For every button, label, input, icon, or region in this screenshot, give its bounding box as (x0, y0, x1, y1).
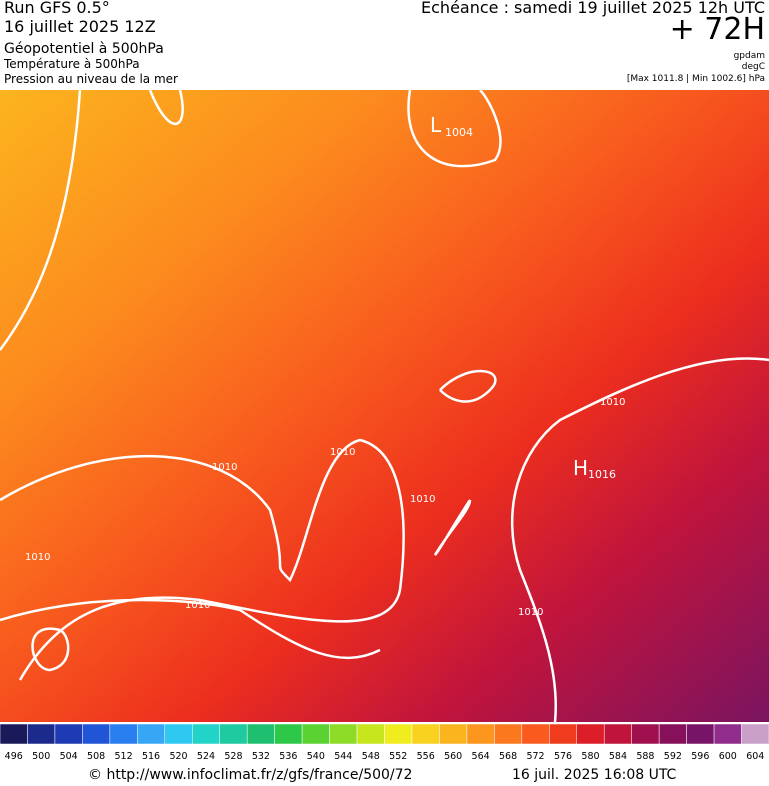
scale-label: 500 (32, 751, 50, 762)
scale-label: 532 (252, 751, 270, 762)
scale-cell (494, 723, 523, 745)
field: Géopotentiel à 500hPa (4, 41, 164, 57)
scale-cell (301, 723, 330, 745)
scale-label: 512 (115, 751, 133, 762)
scale-label: 524 (197, 751, 215, 762)
scale-cell (686, 723, 715, 745)
scale-label: 572 (526, 751, 544, 762)
scale-cell (466, 723, 495, 745)
scale-label: 576 (554, 751, 572, 762)
scale-cell (219, 723, 248, 745)
map: L 1004 H 1016 1010 1010 1010 1010 1010 1010 1010 (0, 90, 769, 722)
scale-cell (741, 723, 769, 745)
scale-cell (137, 723, 166, 745)
scale-label: 588 (636, 751, 654, 762)
pressure-center: H (573, 456, 588, 480)
scale-label: 536 (279, 751, 297, 762)
scale-label: 600 (719, 751, 737, 762)
color-scale: 496 500 504 508 512 516 520 524 528 532 536 540 544 5… (0, 723, 769, 762)
isobars (0, 90, 769, 722)
isobar-label: 1010 (212, 462, 237, 473)
scale-label: 564 (472, 751, 490, 762)
scale-cell (109, 723, 138, 745)
unit: gpdam (733, 51, 765, 61)
valid-time: Echéance : samedi 19 juillet 2025 12h UT… (421, 0, 765, 17)
unit: degC (741, 62, 765, 72)
scale-label: 516 (142, 751, 160, 762)
isobar-label: 1010 (330, 447, 355, 458)
scale-cell (164, 723, 193, 745)
scale-label: 544 (334, 751, 352, 762)
scale-cell (713, 723, 742, 745)
scale-label: 560 (444, 751, 462, 762)
scale-cell (658, 723, 687, 745)
scale-cell (549, 723, 577, 745)
scale-cell (356, 723, 385, 745)
scale-label: 528 (224, 751, 242, 762)
scale-label: 604 (746, 751, 764, 762)
scale-label: 520 (169, 751, 187, 762)
scale-label: 584 (609, 751, 627, 762)
run: 16 juillet 2025 12Z (4, 17, 156, 36)
scale-cell (631, 723, 660, 745)
scale-cell (329, 723, 358, 745)
isobar-label: 1010 (600, 397, 625, 408)
field: Pression au niveau de la mer (4, 72, 178, 86)
scale-label: 552 (389, 751, 407, 762)
scale-label: 504 (60, 751, 78, 762)
isobar-label: 1010 (25, 552, 50, 563)
scale-label: 548 (362, 751, 380, 762)
scale-cell (274, 723, 303, 745)
scale-cell (27, 723, 56, 745)
scale-label: 540 (307, 751, 325, 762)
scale-cell (576, 723, 605, 745)
model: Run GFS 0.5° (4, 0, 110, 17)
isobar-label: 1016 (588, 468, 616, 481)
scale-cell (521, 723, 550, 745)
scale-label: 580 (581, 751, 599, 762)
scale-cell (54, 723, 83, 745)
scale-cell (246, 723, 275, 745)
scale-cell (82, 723, 111, 745)
scale-cell (603, 723, 632, 745)
scale-label: 496 (5, 751, 23, 762)
scale-cell (192, 723, 220, 745)
field (0, 90, 769, 722)
scale-label: 556 (417, 751, 435, 762)
lead-time: + 72H (669, 12, 765, 47)
scale-cell (411, 723, 440, 745)
isobar-label: 1010 (185, 600, 210, 611)
range: [Max 1011.8 | Min 1002.6] hPa (626, 74, 765, 84)
source-url: © http://www.infoclimat.fr/z/gfs/france/… (88, 767, 413, 783)
field: Température à 500hPa (4, 57, 140, 71)
scale-label: 592 (664, 751, 682, 762)
isobar-label: 1010 (518, 607, 543, 618)
scale-label: 568 (499, 751, 517, 762)
scale-cell (439, 723, 468, 745)
scale-label: 508 (87, 751, 105, 762)
isobar-label: 1004 (445, 126, 473, 139)
scale-cell (384, 723, 413, 745)
scale-label: 596 (691, 751, 709, 762)
pressure-center: L (430, 113, 442, 137)
isobar-label: 1010 (410, 494, 435, 505)
generated-date: 16 juil. 2025 16:08 UTC (512, 767, 677, 783)
scale-cell (0, 723, 28, 745)
